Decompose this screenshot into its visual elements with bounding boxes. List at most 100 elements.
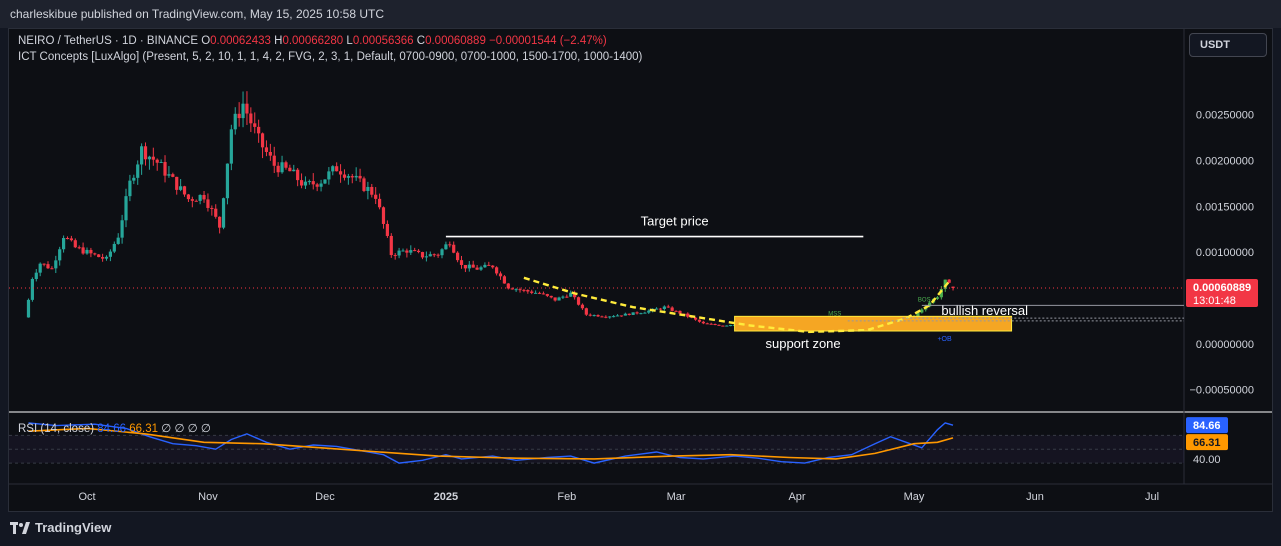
- candle-body: [623, 313, 627, 316]
- candle-body: [947, 279, 951, 283]
- candle-body: [81, 247, 85, 254]
- candle-body: [561, 296, 565, 298]
- rsi-ma-axis-value: 66.31: [1193, 437, 1221, 449]
- candle-body: [420, 252, 425, 258]
- candle-body: [89, 249, 93, 254]
- candle-body: [175, 176, 179, 190]
- candle-body: [120, 220, 124, 238]
- currency-button[interactable]: USDT: [1189, 33, 1267, 57]
- candle-body: [385, 223, 389, 236]
- candle-body: [225, 163, 230, 199]
- candle-body: [639, 313, 643, 315]
- y-tick-label: −0.00050000: [1189, 385, 1254, 397]
- candle-body: [38, 263, 42, 273]
- candle-body: [397, 250, 401, 256]
- candle-body: [678, 310, 682, 314]
- x-tick-label: Oct: [78, 491, 95, 503]
- candle-body: [104, 256, 109, 259]
- candle-body: [615, 315, 620, 317]
- candle-body: [323, 179, 327, 184]
- candle-body: [635, 312, 639, 314]
- candle-body: [584, 308, 588, 315]
- symbol-name[interactable]: NEIRO / TetherUS · 1D · BINANCE: [18, 35, 198, 47]
- candle-body: [202, 194, 206, 200]
- candle-body: [93, 253, 97, 255]
- candle-body: [171, 174, 175, 177]
- candle-body: [588, 314, 592, 316]
- x-tick-label: Feb: [557, 491, 576, 503]
- candle-body: [498, 273, 503, 277]
- y-tick-label: 0.00150000: [1196, 201, 1254, 213]
- candle-body: [553, 297, 557, 301]
- candle-body: [163, 162, 167, 176]
- candle-body: [179, 186, 183, 190]
- candle-body: [73, 240, 77, 248]
- candle-body: [284, 162, 288, 168]
- rsi-legend[interactable]: RSI (14, close) 84.66 66.31 ∅ ∅ ∅ ∅: [18, 421, 211, 435]
- symbol-legend[interactable]: NEIRO / TetherUS · 1D · BINANCE O0.00062…: [18, 35, 607, 47]
- candle-body: [537, 292, 542, 294]
- candle-body: [288, 167, 292, 172]
- candle-body: [34, 272, 38, 280]
- candle-body: [206, 199, 210, 208]
- candle-body: [666, 306, 670, 308]
- candle-body: [693, 317, 698, 320]
- candle-body: [350, 176, 354, 178]
- candle-body: [307, 181, 311, 183]
- y-tick-label: 0.00250000: [1196, 110, 1254, 122]
- candle-body: [522, 289, 526, 291]
- candle-body: [338, 171, 343, 175]
- candle-body: [198, 194, 202, 201]
- candle-body: [218, 216, 222, 228]
- candle-body: [54, 260, 58, 269]
- candle-body: [717, 324, 721, 326]
- tradingview-logo[interactable]: TradingView: [10, 520, 111, 535]
- candle-body: [510, 288, 514, 290]
- candle-body: [108, 251, 113, 257]
- candle-body: [939, 288, 943, 298]
- candle-body: [569, 292, 573, 297]
- candle-body: [280, 162, 284, 173]
- candle-body: [136, 164, 140, 178]
- candle-body: [190, 199, 194, 201]
- candle-body: [459, 260, 464, 265]
- tradingview-icon: [10, 521, 30, 534]
- candle-body: [413, 250, 417, 252]
- ob-label: +OB: [937, 336, 952, 343]
- candle-body: [721, 325, 725, 327]
- chart-frame[interactable]: [8, 28, 1273, 512]
- candle-body: [471, 264, 475, 268]
- candle-body: [541, 293, 546, 295]
- candle-body: [374, 194, 378, 199]
- candle-body: [311, 181, 315, 185]
- candle-body: [416, 250, 421, 253]
- candle-body: [580, 304, 585, 309]
- candle-body: [495, 267, 499, 274]
- x-tick-label: Mar: [667, 491, 686, 503]
- candle-body: [268, 151, 272, 156]
- candle-body: [647, 310, 651, 313]
- candle-body: [463, 264, 468, 269]
- candle-body: [432, 254, 436, 256]
- candle-body: [61, 238, 66, 250]
- brand-name: TradingView: [35, 520, 112, 535]
- candle-body: [260, 133, 265, 148]
- top-bar: [0, 0, 1281, 28]
- candle-body: [619, 315, 624, 317]
- candle-body: [701, 321, 705, 324]
- candle-body: [452, 244, 456, 253]
- candle-body: [389, 235, 393, 256]
- candle-body: [237, 113, 241, 119]
- candle-body: [167, 174, 171, 176]
- candle-body: [475, 267, 479, 270]
- candle-body: [662, 306, 666, 310]
- rsi-axis-tick: 40.00: [1193, 454, 1221, 466]
- x-tick-label: Dec: [315, 491, 335, 503]
- candle-body: [65, 238, 70, 240]
- candle-body: [428, 254, 432, 257]
- indicator-legend[interactable]: ICT Concepts [LuxAlgo] (Present, 5, 2, 1…: [18, 51, 643, 63]
- candle-body: [916, 312, 920, 317]
- candle-body: [147, 156, 152, 160]
- candle-body: [456, 252, 460, 261]
